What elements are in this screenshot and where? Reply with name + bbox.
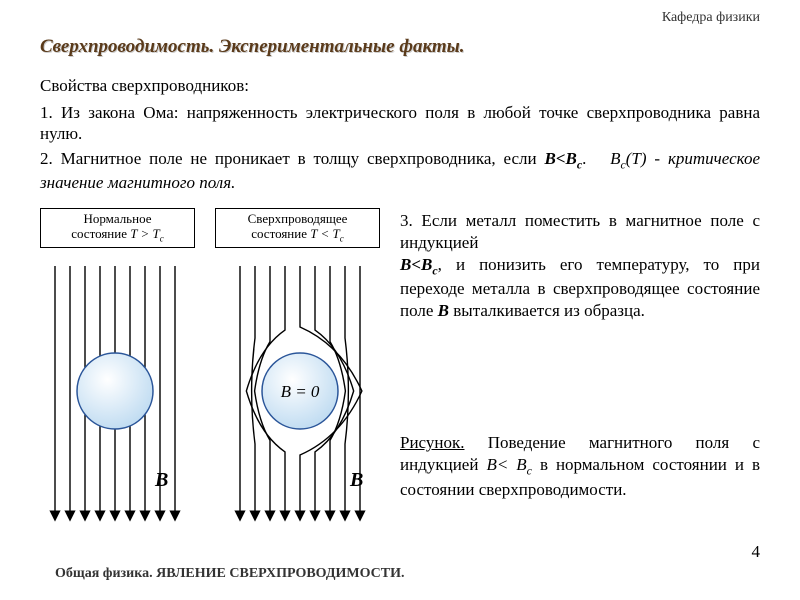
box1-l2sub: c	[160, 234, 164, 244]
box2-l1: Сверхпроводящее	[248, 211, 348, 226]
p2-bc: В	[610, 149, 620, 168]
page-number: 4	[752, 542, 761, 562]
figure-caption: Рисунок. Поведение магнитного поля с инд…	[400, 432, 760, 501]
box2-l2a: состояние	[251, 226, 310, 241]
property-2: 2. Магнитное поле не проникает в толщу с…	[40, 148, 760, 194]
box1-l1: Нормальное	[83, 211, 151, 226]
p2-dot: .	[582, 149, 594, 168]
slide-title: Сверхпроводимость. Экспериментальные фак…	[40, 36, 465, 58]
intro-line: Свойства сверхпроводников:	[40, 76, 249, 96]
p2-cond: В<В	[545, 149, 577, 168]
svg-text:B = 0: B = 0	[281, 382, 320, 401]
p3-B: В	[438, 301, 449, 320]
footer-text: Общая физика. ЯВЛЕНИЕ СВЕРХПРОВОДИМОСТИ.	[55, 566, 405, 582]
box2-l2b: T < T	[310, 226, 340, 241]
svg-text:B: B	[349, 469, 363, 491]
department-label: Кафедра физики	[662, 10, 760, 26]
p3-c: выталкивается из образца.	[449, 301, 645, 320]
p2-pre: 2. Магнитное поле не проникает в толщу с…	[40, 149, 545, 168]
box1-l2a: состояние	[71, 226, 130, 241]
field-diagram-svg: B B = 0 B	[40, 256, 390, 536]
property-1: 1. Из закона Ома: напряженность электрич…	[40, 102, 760, 145]
p3-cond: В<В	[400, 255, 432, 274]
box2-l2sub: c	[340, 234, 344, 244]
p3-a: 3. Если металл поместить в магнитное пол…	[400, 211, 760, 252]
caption-cond: В< В	[486, 455, 526, 474]
diagram-area: Нормальное состояние T > Tc Сверхпроводя…	[40, 208, 390, 538]
svg-text:B: B	[154, 469, 168, 491]
property-3: 3. Если металл поместить в магнитное пол…	[400, 210, 760, 322]
normal-state-box: Нормальное состояние T > Tc	[40, 208, 195, 248]
super-state-box: Сверхпроводящее состояние T < Tc	[215, 208, 380, 248]
caption-u: Рисунок.	[400, 433, 464, 452]
box1-l2b: T > T	[130, 226, 160, 241]
